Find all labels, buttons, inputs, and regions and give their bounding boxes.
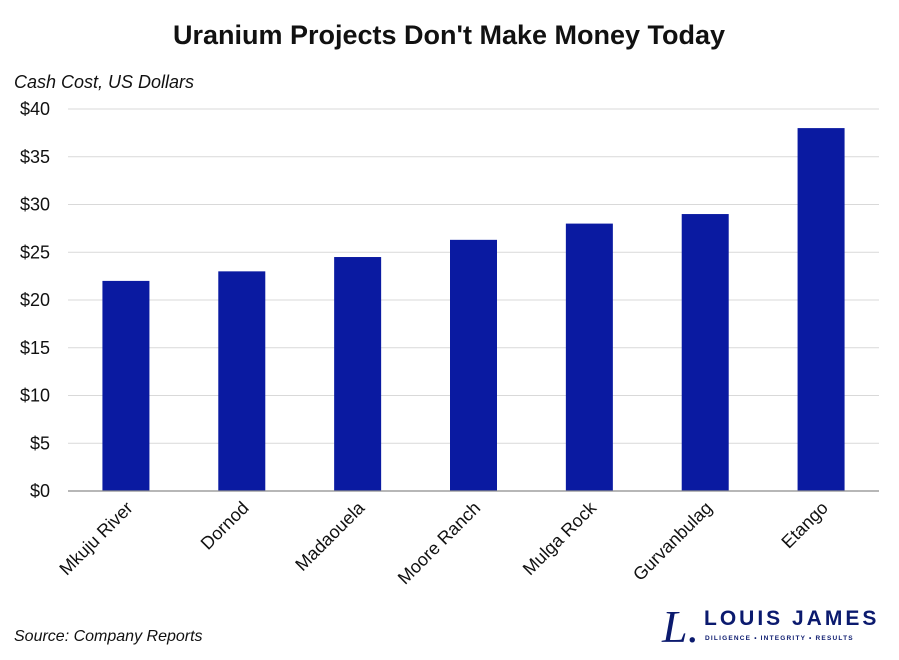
y-tick-label: $30 [20,195,50,215]
x-tick-label: Mkuju River [55,498,136,579]
logo-name: LOUIS JAMES [704,607,879,630]
bar [102,280,150,491]
y-tick-label: $0 [30,481,50,501]
louis-james-logo: L. LOUIS JAMES DILIGENCE • INTEGRITY • R… [661,601,879,652]
x-axis-ticks: Mkuju River Dornod Madaouela Moore Ranch Mul… [55,497,831,588]
x-tick-label: Etango [777,498,831,552]
source-note: Source: Company Reports [14,628,203,645]
x-tick-label: Mulga Rock [519,497,601,579]
x-tick-label: Dornod [197,498,253,554]
bars [102,128,845,492]
y-tick-label: $10 [20,386,50,406]
y-tick-label: $5 [30,433,50,453]
logo-tagline: DILIGENCE • INTEGRITY • RESULTS [705,635,854,642]
bar [450,239,497,491]
y-tick-label: $20 [20,290,50,310]
x-tick-label: Madaouela [291,497,369,575]
bar [681,214,729,492]
bar [334,257,382,491]
y-axis-label: Cash Cost, US Dollars [14,72,194,92]
chart-title: Uranium Projects Don't Make Money Today [173,20,725,50]
y-tick-label: $25 [20,242,50,262]
y-axis-ticks: $0 $5 $10 $15 $20 $25 $30 $35 $40 [20,99,50,501]
bar [218,271,266,491]
bar [565,223,613,491]
x-tick-label: Moore Ranch [394,498,485,589]
y-tick-label: $40 [20,99,50,119]
y-tick-label: $35 [20,147,50,167]
y-tick-label: $15 [20,338,50,358]
bar [797,128,845,491]
x-tick-label: Gurvanbulag [629,498,716,585]
logo-mark: L. [661,601,699,652]
